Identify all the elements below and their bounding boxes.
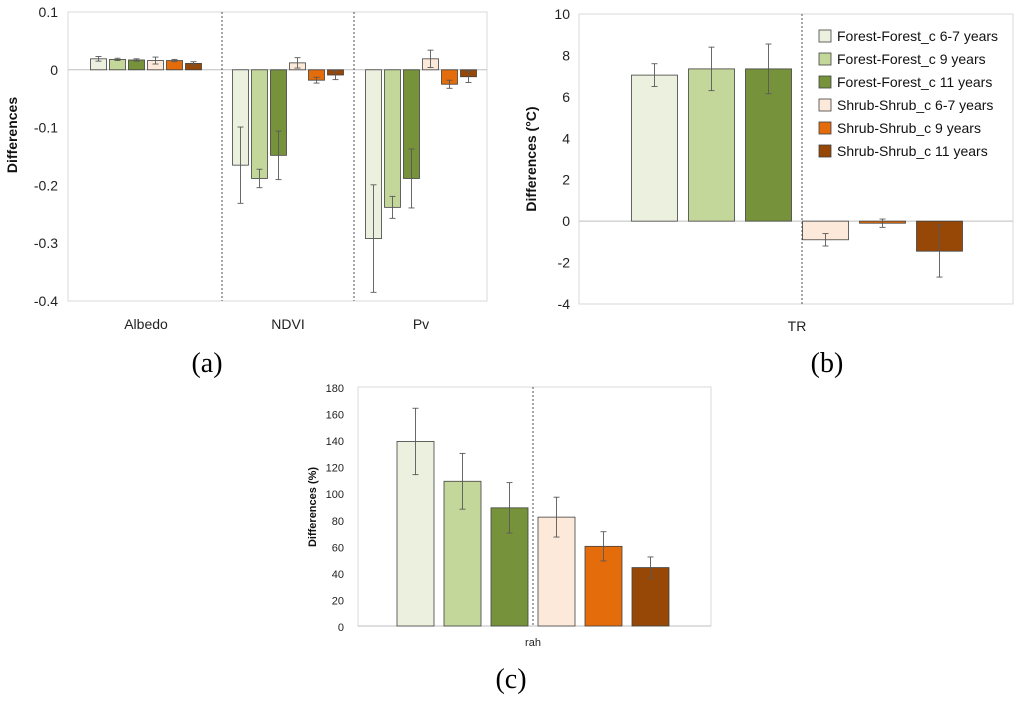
ytick-label-a: 0 bbox=[50, 62, 58, 78]
ytick-label-a: -0.3 bbox=[34, 235, 58, 251]
ytick-label-a: -0.4 bbox=[34, 293, 58, 309]
panel-label-a: (a) bbox=[191, 348, 222, 379]
ylabel-a: Differences bbox=[4, 97, 20, 173]
ytick-label-a: 0.1 bbox=[39, 4, 59, 20]
bar-a-ndvi-s2 bbox=[251, 69, 268, 179]
ytick-label-a: -0.1 bbox=[34, 120, 58, 136]
category-label-a-ndvi: NDVI bbox=[271, 316, 304, 332]
category-label-a-pv: Pv bbox=[413, 316, 429, 332]
bar-a-pv-s2 bbox=[384, 69, 401, 208]
plot-frame-a bbox=[67, 11, 488, 302]
category-label-a-albedo: Albedo bbox=[124, 316, 168, 332]
ytick-label-a: -0.2 bbox=[34, 177, 58, 193]
